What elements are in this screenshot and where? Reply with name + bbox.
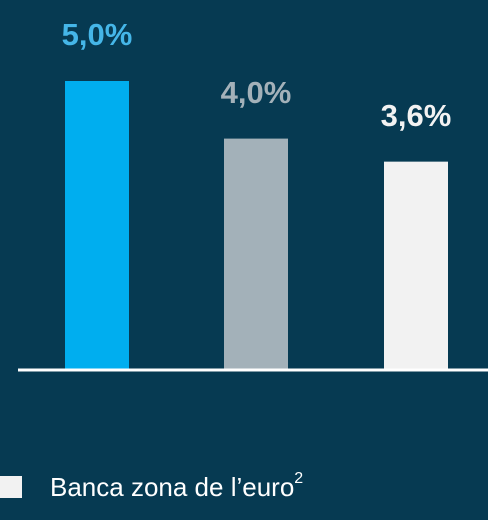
legend-text: Banca zona de l’euro: [50, 472, 294, 502]
legend-superscript: 2: [294, 470, 303, 487]
value-label: 3,6%: [381, 98, 452, 133]
value-label: 5,0%: [62, 17, 133, 52]
legend-swatch: [0, 476, 22, 498]
bar: [224, 138, 288, 369]
legend-label: Banca zona de l’euro2: [50, 470, 303, 502]
value-label: 4,0%: [221, 75, 292, 110]
bar: [384, 161, 448, 369]
bar: [65, 81, 129, 369]
